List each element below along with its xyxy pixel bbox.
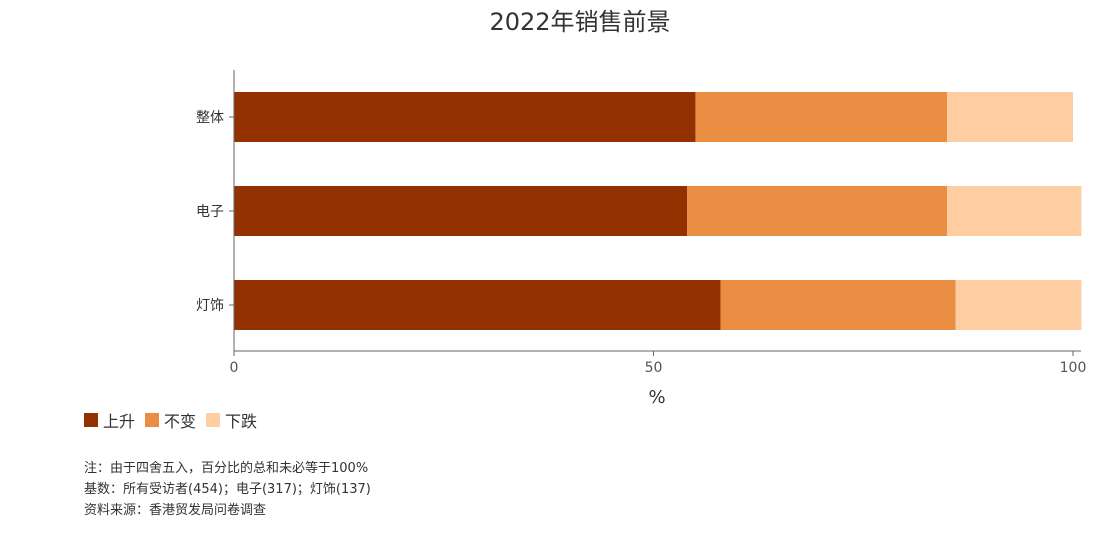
legend: 上升 不变 下跌 xyxy=(84,408,257,432)
footnotes: 注：由于四舍五入，百分比的总和未必等于100% 基数：所有受访者(454)；电子… xyxy=(84,458,371,521)
note-base: 基数：所有受访者(454)；电子(317)；灯饰(137) xyxy=(84,482,371,497)
y-tick-marks xyxy=(229,116,234,306)
bar-1-0 xyxy=(234,186,688,236)
category-label: 电子 xyxy=(196,204,224,220)
legend-swatch xyxy=(84,413,98,427)
bar-0-1 xyxy=(695,92,948,142)
legend-item[interactable]: 上升 xyxy=(84,408,135,432)
bar-1-2 xyxy=(947,186,1082,236)
bar-0-0 xyxy=(234,92,696,142)
bar-1-1 xyxy=(687,186,948,236)
bar-2-0 xyxy=(234,280,721,330)
bar-0-2 xyxy=(947,92,1073,142)
bar-2-2 xyxy=(955,280,1082,330)
legend-swatch xyxy=(145,413,160,427)
legend-label: 上升 xyxy=(103,412,136,431)
chart-title: 2022年销售前景 xyxy=(489,8,671,36)
bars-group xyxy=(234,92,1082,330)
x-tick-label: 50 xyxy=(645,360,663,376)
note-rounding: 注：由于四舍五入，百分比的总和未必等于100% xyxy=(84,461,369,476)
legend-item[interactable]: 下跌 xyxy=(206,408,257,432)
legend-label: 不变 xyxy=(164,412,197,431)
x-tick-label: 0 xyxy=(230,360,239,376)
category-label: 整体 xyxy=(196,110,224,126)
x-ticks: 0 50 100 xyxy=(230,351,1087,376)
x-axis-label: % xyxy=(648,387,665,408)
legend-label: 下跌 xyxy=(225,412,258,431)
x-tick-label: 100 xyxy=(1060,360,1087,376)
bar-2-1 xyxy=(720,280,956,330)
category-label: 灯饰 xyxy=(196,298,224,314)
legend-swatch xyxy=(206,413,221,427)
note-source: 资料来源：香港贸发局问卷调查 xyxy=(84,503,267,518)
legend-item[interactable]: 不变 xyxy=(145,408,196,432)
